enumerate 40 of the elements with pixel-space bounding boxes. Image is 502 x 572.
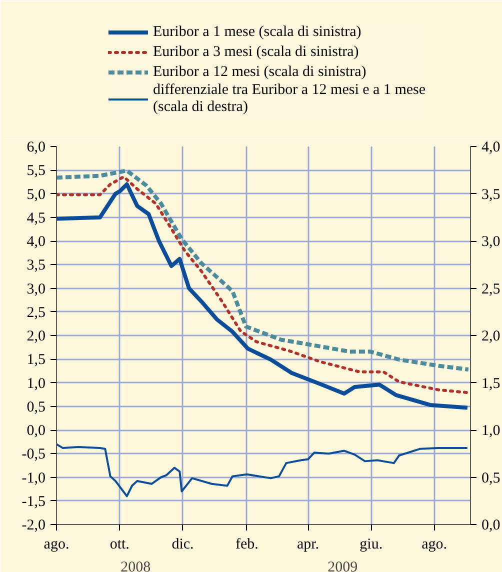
x-tick-label: apr. [296, 536, 320, 552]
legend-label: Euribor a 12 mesi (scala di sinistra) [153, 64, 366, 80]
x-tick-label: giu. [360, 536, 383, 552]
legend-label: Euribor a 3 mesi (scala di sinistra) [153, 44, 359, 60]
legend-label: Euribor a 1 mese (scala di sinistra) [153, 24, 362, 40]
y-tick-label: 1,5 [26, 352, 46, 368]
y2-tick-label: 0,0 [482, 518, 500, 534]
y2-tick-label: 2,0 [482, 328, 500, 344]
y2-tick-label: 3,5 [482, 186, 500, 203]
y2-tick-label: 4,0 [482, 140, 500, 156]
line-series [56, 443, 468, 498]
y2-tick-label: 0,5 [482, 470, 500, 486]
legend-label: differenziale tra Euribor a 12 mesi e a 1 mese (scala di destra) [153, 82, 426, 116]
y-tick-label: 0,5 [26, 399, 46, 416]
x-tick-label: ago. [44, 536, 70, 552]
y-tick-label: 4,5 [26, 210, 46, 226]
x-tick-label: ott. [110, 536, 130, 552]
text: 2008 [120, 560, 151, 572]
y-tick-label: 4,0 [26, 234, 46, 250]
text: 2009 [328, 560, 358, 572]
y-tick-label: -1,5 [22, 494, 46, 510]
y-tick-label: -0,5 [22, 446, 46, 463]
y2-tick-label: 2,5 [482, 281, 500, 298]
y2-tick-label: 3,0 [482, 234, 500, 250]
y-tick-label: 2,0 [26, 328, 46, 344]
y-tick-label: 1,0 [26, 376, 46, 392]
x-tick-label: feb. [235, 536, 258, 552]
y-tick-label: 5,5 [26, 163, 46, 180]
x-tick-label: dic. [172, 536, 194, 552]
y2-tick-label: 1,5 [482, 376, 500, 392]
y-tick-label: -1,0 [22, 470, 46, 486]
y-tick-label: 5,0 [26, 186, 46, 203]
y-tick-label: 6,0 [26, 140, 46, 156]
y-tick-label: 0,0 [26, 423, 46, 439]
x-tick-label: ago. [422, 536, 447, 552]
y-tick-label: 3,0 [26, 281, 46, 298]
y-tick-label: -2,0 [22, 518, 46, 534]
y-tick-label: 2,5 [26, 304, 46, 321]
y2-tick-label: 1,0 [482, 423, 500, 439]
y-tick-label: 3,5 [26, 258, 46, 274]
